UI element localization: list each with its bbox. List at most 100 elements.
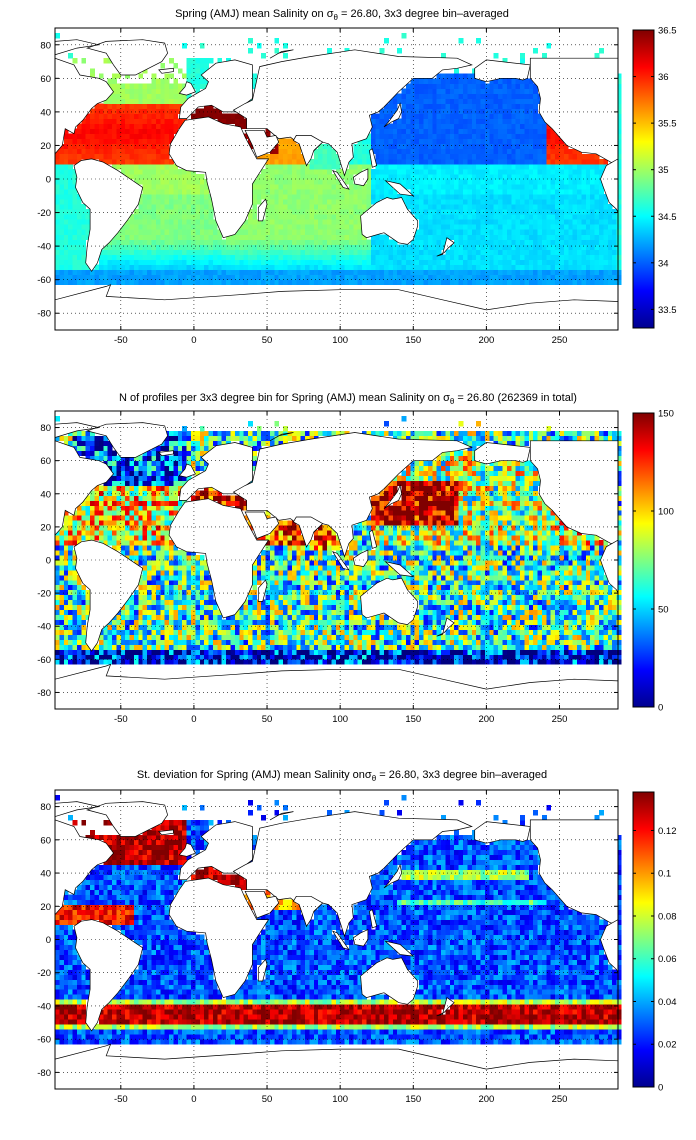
heat-cell <box>164 569 170 576</box>
heat-cell <box>98 440 104 447</box>
heat-cell <box>256 259 262 265</box>
heat-cell <box>375 279 381 286</box>
heat-cell <box>410 279 416 286</box>
heat-cell <box>331 254 337 260</box>
heat-cell <box>533 83 538 89</box>
heat-cell <box>449 83 455 89</box>
heat-cell <box>318 244 324 250</box>
heat-cell <box>375 274 381 281</box>
heat-cell <box>142 530 148 536</box>
heat-cell <box>169 158 174 165</box>
heat-cell <box>169 619 174 625</box>
heat-cell <box>107 515 113 521</box>
heat-cell <box>72 194 78 200</box>
heat-cell <box>94 525 100 531</box>
heat-cell <box>147 128 152 135</box>
heat-cell <box>125 555 130 561</box>
heat-cell <box>511 209 517 215</box>
heat-cell <box>607 274 613 281</box>
heat-cell <box>164 505 170 511</box>
heat-cell <box>585 224 591 230</box>
heat-cell <box>120 525 126 531</box>
heat-cell <box>120 500 126 506</box>
heat-cell <box>151 153 157 160</box>
heat-cell <box>151 199 157 205</box>
heat-cell <box>598 189 604 195</box>
heat-cell <box>283 224 288 230</box>
heat-cell <box>423 93 429 99</box>
heat-cell <box>344 204 350 210</box>
heat-cell <box>59 259 65 265</box>
heat-cell <box>107 500 113 506</box>
y-tick-label: -80 <box>37 309 51 320</box>
heat-cell <box>291 219 297 225</box>
heat-cell <box>414 269 420 276</box>
heat-cell <box>476 173 481 180</box>
heat-cell <box>291 199 297 205</box>
heat-cell <box>116 98 122 104</box>
heat-cell <box>138 199 144 205</box>
heat-cell <box>173 604 179 611</box>
heat-cell <box>515 103 521 109</box>
heat-cell <box>133 530 139 536</box>
heat-cell <box>462 244 468 250</box>
heat-cell <box>243 259 249 265</box>
heat-cell <box>300 269 306 276</box>
heat-cell <box>173 209 179 215</box>
heat-cell <box>537 179 543 185</box>
heat-cell <box>458 78 464 84</box>
heat-cell <box>484 269 490 276</box>
heat-cell <box>283 199 288 205</box>
heat-cell <box>164 495 170 501</box>
heat-cell <box>537 239 543 245</box>
heat-cell <box>59 173 65 180</box>
heat-cell <box>142 153 148 160</box>
heat-cell <box>177 168 183 175</box>
heat-cell <box>269 184 275 190</box>
heat-cell <box>169 485 174 491</box>
heat-cell <box>388 184 394 190</box>
heat-cell <box>515 219 521 225</box>
heat-cell <box>239 254 245 260</box>
heat-cell <box>331 224 337 230</box>
heat-cell <box>335 168 341 175</box>
heat-cell <box>445 219 451 225</box>
heat-cell <box>125 644 130 650</box>
heat-cell <box>462 148 468 155</box>
heat-cell <box>568 173 574 180</box>
heat-cell <box>537 259 543 265</box>
heat-cell <box>454 128 460 135</box>
heat-cell <box>537 279 543 286</box>
heat-cell <box>173 495 179 501</box>
heat-cell <box>204 219 209 225</box>
heat-cell <box>480 184 486 190</box>
heat-cell <box>511 158 517 165</box>
heat-cell <box>182 194 188 200</box>
heat-cell <box>340 173 345 180</box>
heat-cell <box>116 530 122 536</box>
heat-cell <box>151 659 157 665</box>
heat-cell <box>81 520 87 526</box>
heat-cell <box>129 634 135 640</box>
heat-cell <box>480 173 486 180</box>
heat-cell <box>138 644 144 650</box>
heat-cell <box>68 589 73 596</box>
heat-cell <box>55 259 60 265</box>
heat-cell <box>116 649 122 655</box>
heat-cell <box>239 249 245 255</box>
heat-cell <box>405 148 411 155</box>
heat-cell <box>164 148 170 155</box>
heat-cell <box>129 153 135 160</box>
heat-cell <box>116 269 122 276</box>
heat-cell <box>581 224 587 230</box>
heat-cell <box>169 560 174 566</box>
heat-cell <box>195 108 201 114</box>
heat-cell <box>155 229 161 235</box>
heat-cell <box>186 68 192 74</box>
heat-cell <box>164 535 170 541</box>
heat-cell <box>59 629 65 635</box>
heat-cell <box>226 244 231 250</box>
heat-cell <box>555 244 560 250</box>
heat-cell <box>112 490 117 496</box>
heat-cell <box>186 189 192 195</box>
